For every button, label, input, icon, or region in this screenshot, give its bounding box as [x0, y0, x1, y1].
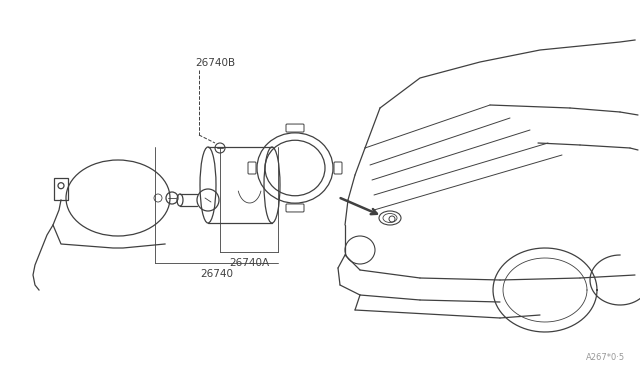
Text: A267*0·5: A267*0·5 [586, 353, 625, 362]
Text: 26740: 26740 [200, 269, 233, 279]
Text: 26740A: 26740A [229, 258, 269, 268]
Text: 26740B: 26740B [195, 58, 235, 68]
Bar [54, 178, 68, 200]
